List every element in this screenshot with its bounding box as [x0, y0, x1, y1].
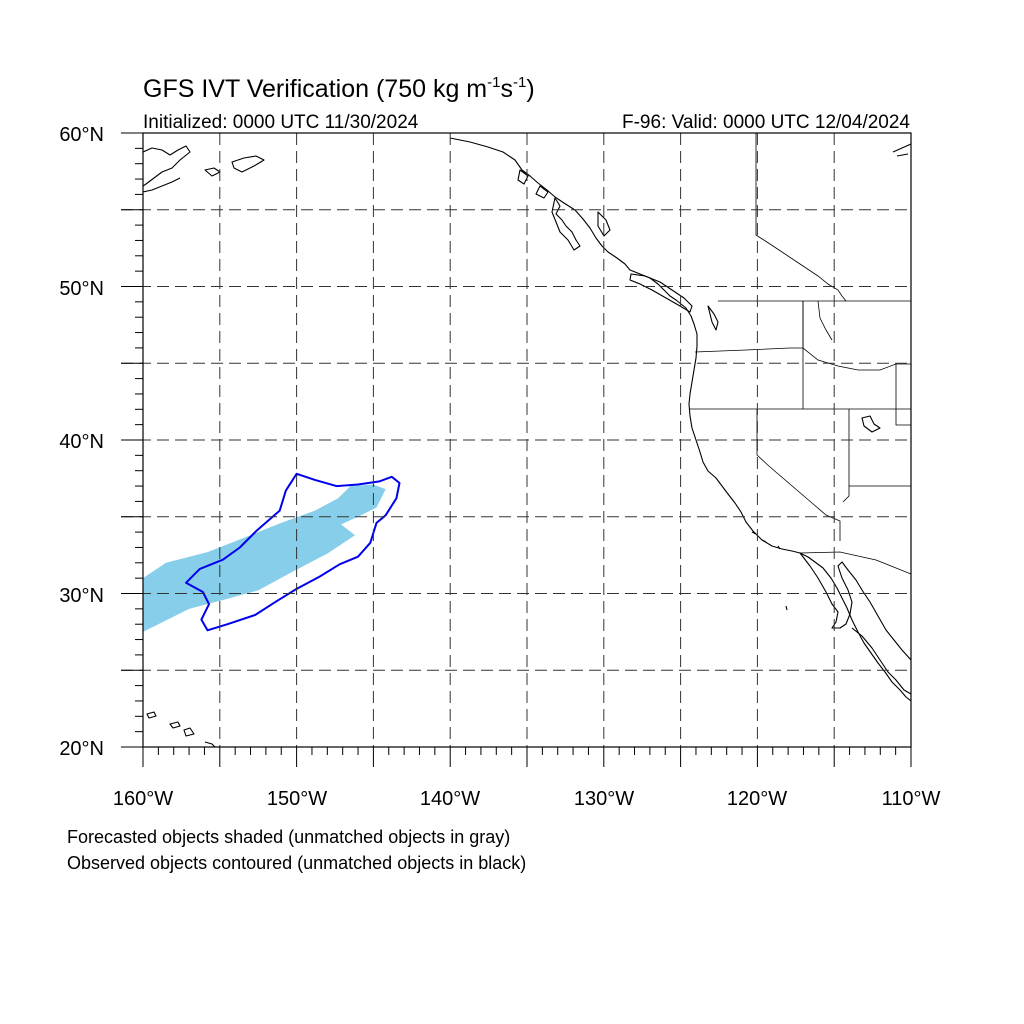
lon-label-140w: 140°W	[420, 788, 480, 810]
coastlines	[143, 137, 911, 747]
tick-marks	[121, 132, 912, 767]
lon-label-150w: 150°W	[267, 788, 327, 810]
lat-label-30n: 30°N	[59, 585, 104, 607]
observed-ivt-contour	[185, 472, 401, 632]
lon-label-110w: 110°W	[882, 788, 941, 810]
lat-label-50n: 50°N	[59, 278, 104, 300]
figure-title: GFS IVT Verification (750 kg m-1s-1)	[143, 74, 535, 103]
map-area	[143, 133, 911, 747]
footnote-forecast: Forecasted objects shaded (unmatched obj…	[67, 827, 510, 847]
initialized-time: Initialized: 0000 UTC 11/30/2024	[143, 112, 419, 133]
graticule	[121, 133, 911, 747]
political-borders	[690, 133, 911, 575]
lat-label-40n: 40°N	[59, 431, 104, 453]
lon-label-160w: 160°W	[113, 788, 173, 810]
lat-label-20n: 20°N	[59, 738, 104, 760]
lon-label-120w: 120°W	[727, 788, 787, 810]
valid-time: F-96: Valid: 0000 UTC 12/04/2024	[622, 112, 910, 133]
lat-label-60n: 60°N	[59, 124, 104, 146]
lon-label-130w: 130°W	[574, 788, 634, 810]
footnote-observed: Observed objects contoured (unmatched ob…	[67, 853, 526, 873]
